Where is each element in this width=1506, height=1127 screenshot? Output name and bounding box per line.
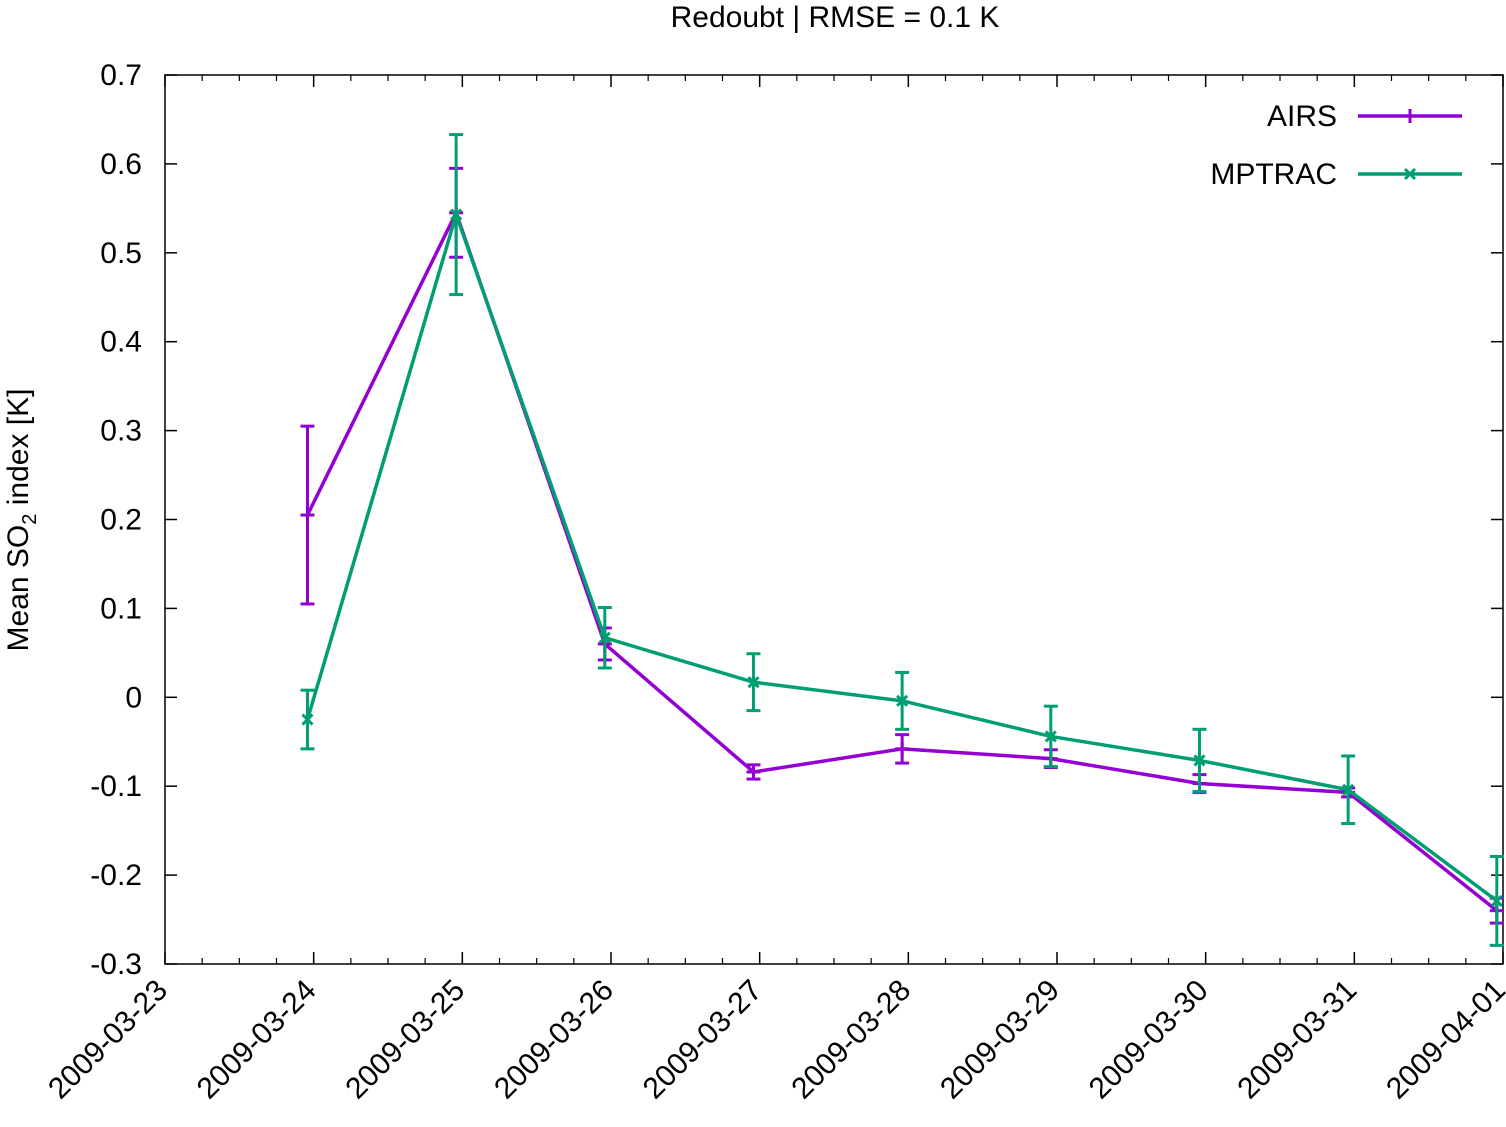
data-point bbox=[300, 508, 315, 523]
data-point bbox=[746, 764, 761, 779]
legend-marker-mptrac bbox=[1403, 167, 1417, 181]
y-axis-label: Mean SO2 index [K] bbox=[2, 389, 41, 652]
y-tick-label: 0.7 bbox=[100, 59, 142, 92]
legend: AIRS MPTRAC bbox=[1210, 100, 1462, 191]
data-point bbox=[450, 208, 463, 221]
y-tick-label: 0.4 bbox=[100, 326, 142, 359]
series-line bbox=[305, 211, 1498, 913]
y-axis-label-prefix: Mean SO bbox=[2, 525, 35, 652]
data-point bbox=[1193, 754, 1206, 767]
y-tick-label: 0.1 bbox=[100, 592, 142, 625]
series-layer bbox=[300, 133, 1504, 947]
chart-title: Redoubt | RMSE = 0.1 K bbox=[671, 1, 1000, 34]
data-point bbox=[598, 631, 611, 644]
y-tick-label: -0.3 bbox=[90, 948, 142, 981]
data-point bbox=[301, 713, 314, 726]
data-point bbox=[1490, 894, 1503, 907]
x-axis: 2009-03-23 2009-03-24 2009-03-25 2009-03-26… bbox=[42, 75, 1506, 1105]
y-axis-label-subscript: 2 bbox=[19, 514, 41, 525]
x-tick-label: 2009-03-23 bbox=[42, 974, 174, 1106]
series-mptrac bbox=[300, 133, 1504, 947]
y-axis: 0.7 0.6 0.5 0.4 0.3 0.2 0.1 0 -0.1 -0.2 -0.3 bbox=[90, 59, 1503, 981]
x-tick-label: 2009-03-28 bbox=[785, 974, 917, 1106]
y-tick-label: -0.1 bbox=[90, 770, 142, 803]
x-tick-label: 2009-03-30 bbox=[1083, 974, 1215, 1106]
y-tick-label: 0.2 bbox=[100, 504, 142, 537]
x-tick-label: 2009-03-29 bbox=[934, 974, 1066, 1106]
data-point bbox=[895, 741, 910, 756]
y-tick-label: 0 bbox=[125, 681, 142, 714]
data-point bbox=[1044, 730, 1057, 743]
x-tick-label: 2009-03-26 bbox=[488, 974, 620, 1106]
data-point bbox=[747, 676, 760, 689]
legend-marker-airs bbox=[1403, 109, 1417, 123]
y-tick-label: 0.5 bbox=[100, 237, 142, 270]
legend-label-mptrac: MPTRAC bbox=[1210, 158, 1337, 191]
y-axis-label-suffix: index [K] bbox=[2, 389, 35, 514]
x-tick-label: 2009-03-25 bbox=[339, 974, 471, 1106]
legend-label-airs: AIRS bbox=[1267, 100, 1337, 133]
x-tick-label: 2009-03-27 bbox=[637, 974, 769, 1106]
y-tick-label: 0.6 bbox=[100, 148, 142, 181]
x-tick-label: 2009-04-01 bbox=[1380, 974, 1506, 1106]
series-line bbox=[305, 212, 1498, 903]
y-tick-label: -0.2 bbox=[90, 859, 142, 892]
y-tick-label: 0.3 bbox=[100, 415, 142, 448]
x-tick-label: 2009-03-24 bbox=[191, 974, 323, 1106]
data-point bbox=[896, 694, 909, 707]
data-point bbox=[1342, 783, 1355, 796]
x-tick-label: 2009-03-31 bbox=[1231, 974, 1363, 1106]
